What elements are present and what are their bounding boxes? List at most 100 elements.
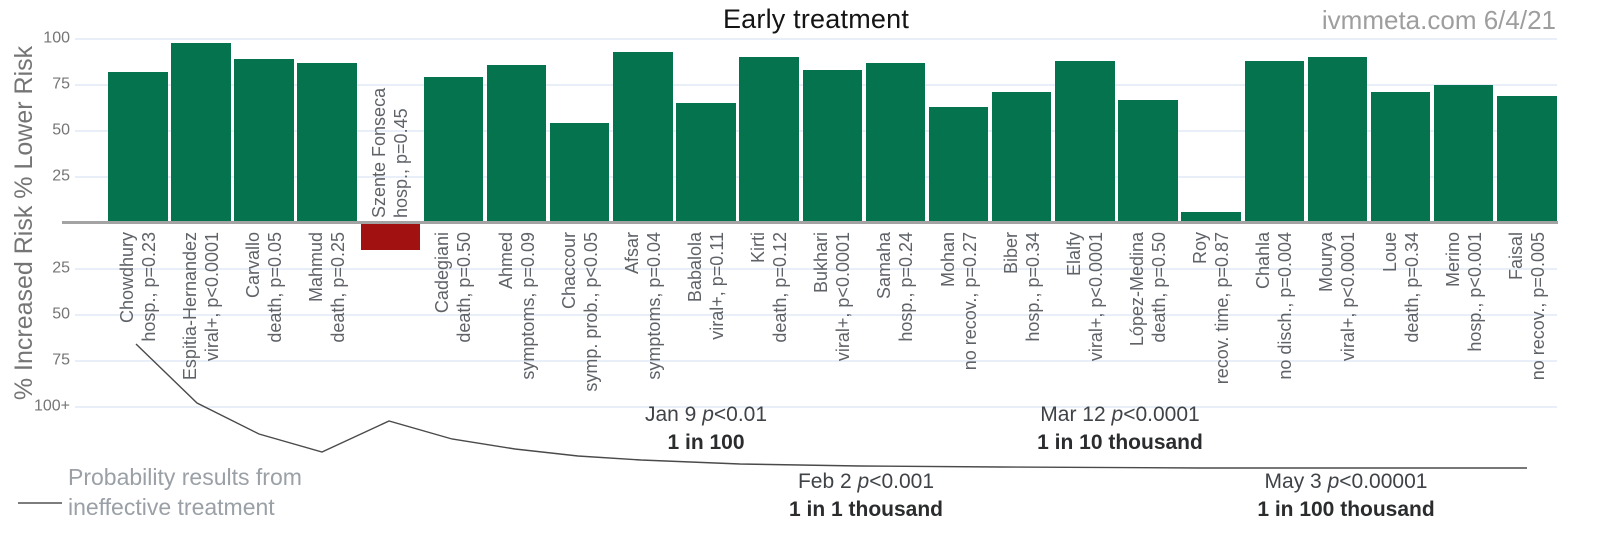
bar bbox=[613, 51, 673, 221]
study-name: Merino bbox=[1442, 232, 1463, 288]
bar-label: Merino hosp., p<0.001 bbox=[1442, 232, 1486, 412]
study-name: Roy bbox=[1190, 232, 1211, 265]
legend-line-swatch bbox=[18, 502, 62, 504]
bar bbox=[108, 71, 168, 221]
study-name: Chaccour bbox=[558, 232, 579, 310]
bar-label: Mourya viral+, p<0.0001 bbox=[1315, 232, 1359, 412]
legend-text-line2: ineffective treatment bbox=[68, 494, 275, 520]
study-name: Elalfy bbox=[1063, 232, 1084, 277]
bar bbox=[676, 103, 736, 221]
grid-line bbox=[75, 37, 1557, 40]
study-name: Chowdhury bbox=[116, 232, 137, 324]
bar-label: Biber hosp., p=0.34 bbox=[1000, 232, 1044, 412]
annotation: May 3 p<0.00001 1 in 100 thousand bbox=[1186, 468, 1506, 524]
zero-axis-line bbox=[62, 221, 1558, 224]
bar-label: López-Medina death, p=0.50 bbox=[1126, 232, 1170, 412]
bar-label: Cadegiani death, p=0.50 bbox=[431, 232, 475, 412]
grid-line bbox=[75, 313, 1557, 316]
study-outcome: death, p=0.25 bbox=[328, 232, 349, 343]
study-outcome: no recov., p=0.27 bbox=[959, 232, 980, 371]
y-tick-label: 25 bbox=[52, 167, 70, 185]
study-outcome: viral+, p<0.0001 bbox=[1338, 232, 1359, 362]
bar-label: Mohan no recov., p=0.27 bbox=[937, 232, 981, 412]
bar-label: Szente Fonseca hosp., p=0.45 bbox=[368, 38, 412, 218]
site-watermark: ivmmeta.com 6/4/21 bbox=[1321, 5, 1556, 35]
y-tick-label: 50 bbox=[52, 305, 70, 323]
study-name: Chahla bbox=[1253, 232, 1274, 290]
annotation-date: May 3 p<0.00001 bbox=[1264, 470, 1428, 493]
study-name: Espitia-Hernandez bbox=[179, 232, 200, 381]
bar bbox=[297, 62, 357, 221]
bar bbox=[865, 62, 926, 221]
bar bbox=[423, 77, 484, 221]
study-name: Mahmud bbox=[306, 232, 327, 303]
chart-title: Early treatment bbox=[722, 4, 910, 34]
study-outcome: no recov., p=0.005 bbox=[1527, 232, 1548, 381]
study-outcome: death, p=0.05 bbox=[265, 232, 286, 343]
bar-label: Roy recov. time, p=0.87 bbox=[1189, 232, 1233, 412]
study-name: Samaha bbox=[874, 232, 895, 300]
annotation-probability: 1 in 1 thousand bbox=[788, 498, 943, 521]
annotation-date: Feb 2 p<0.001 bbox=[797, 470, 935, 493]
study-outcome: viral+, p=0.11 bbox=[707, 232, 727, 340]
study-outcome: hosp., p<0.001 bbox=[1464, 232, 1485, 352]
study-name: Szente Fonseca bbox=[369, 87, 390, 218]
study-name: Kirti bbox=[748, 232, 769, 263]
bar-label: Chowdhury hosp., p=0.23 bbox=[116, 232, 160, 412]
bar-label: Faisal no recov., p=0.005 bbox=[1505, 232, 1549, 412]
annotation-date: Mar 12 p<0.0001 bbox=[1040, 403, 1200, 426]
study-name: López-Medina bbox=[1126, 232, 1147, 347]
study-name: Carvallo bbox=[243, 232, 264, 299]
bar bbox=[486, 64, 547, 221]
annotation-probability: 1 in 100 bbox=[667, 431, 745, 454]
bar-label: Espitia-Hernandez viral+, p<0.0001 bbox=[179, 232, 223, 412]
annotation-probability: 1 in 10 thousand bbox=[1037, 431, 1203, 454]
study-name: Mourya bbox=[1316, 232, 1337, 293]
bar-label: Samaha hosp., p=0.24 bbox=[873, 232, 917, 412]
study-outcome: recov. time, p=0.87 bbox=[1212, 232, 1233, 385]
bar bbox=[739, 57, 799, 221]
bar bbox=[360, 224, 421, 250]
bar bbox=[1433, 84, 1494, 221]
annotation: Mar 12 p<0.0001 1 in 10 thousand bbox=[960, 401, 1280, 457]
bar bbox=[1118, 99, 1178, 221]
y-tick-label: 75 bbox=[52, 75, 70, 93]
bar bbox=[1181, 211, 1241, 221]
study-outcome: hosp., p=0.24 bbox=[896, 232, 917, 342]
study-outcome: death, p=0.50 bbox=[1148, 232, 1169, 343]
bar-label: Mahmud death, p=0.25 bbox=[305, 232, 349, 412]
bar bbox=[171, 42, 231, 221]
study-outcome: death, p=0.12 bbox=[770, 232, 791, 343]
grid-line bbox=[75, 267, 1557, 270]
study-name: Cadegiani bbox=[432, 232, 453, 314]
bar bbox=[234, 59, 294, 221]
bar-label: Bukhari viral+, p<0.0001 bbox=[810, 232, 854, 412]
study-outcome: symp. prob., p<0.05 bbox=[580, 232, 601, 392]
study-outcome: hosp., p=0.23 bbox=[138, 232, 159, 342]
y-tick-label: 50 bbox=[52, 121, 70, 139]
study-outcome: no disch., p=0.004 bbox=[1275, 232, 1296, 380]
study-name: Ahmed bbox=[495, 232, 516, 290]
bar-label: Chaccour symp. prob., p<0.05 bbox=[558, 232, 602, 412]
study-name: Bukhari bbox=[811, 232, 832, 294]
annotation: Jan 9 p<0.01 1 in 100 bbox=[546, 401, 866, 457]
bar bbox=[1370, 92, 1431, 221]
bar bbox=[991, 92, 1052, 221]
study-name: Afsar bbox=[621, 232, 642, 275]
annotation-date: Jan 9 p<0.01 bbox=[644, 403, 768, 426]
study-name: Faisal bbox=[1505, 232, 1526, 281]
study-outcome: viral+, p<0.0001 bbox=[1085, 232, 1106, 362]
bar bbox=[928, 106, 989, 221]
study-outcome: hosp., p=0.45 bbox=[391, 108, 412, 218]
bar-label: Kirti death, p=0.12 bbox=[747, 232, 791, 412]
bar-label: Loue death, p=0.34 bbox=[1379, 232, 1423, 412]
study-name: Loue bbox=[1379, 232, 1400, 273]
study-outcome: symptoms, p=0.09 bbox=[517, 232, 538, 380]
study-outcome: hosp., p=0.34 bbox=[1022, 232, 1043, 342]
bar-label: Afsar symptoms, p=0.04 bbox=[621, 232, 665, 412]
study-outcome: symptoms, p=0.04 bbox=[643, 232, 664, 380]
study-outcome: death, p=0.34 bbox=[1401, 232, 1422, 343]
bar bbox=[549, 123, 610, 221]
bar-label: Babalola viral+, p=0.11 bbox=[684, 232, 728, 412]
